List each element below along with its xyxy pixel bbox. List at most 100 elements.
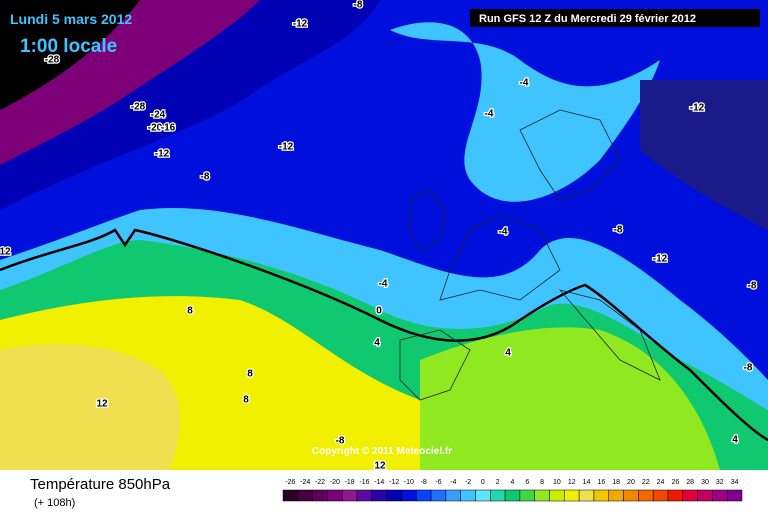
contour-label: -8 [201,172,210,183]
scale-label: -24 [300,479,310,486]
contour-label: -28 [45,55,60,66]
scale-swatch [297,489,313,502]
scale-label: 14 [583,479,591,486]
scale-swatch [341,489,358,502]
contour-label: -8 [336,436,345,447]
zero-isotherm [0,228,768,442]
contour-label: 8 [243,395,249,406]
contour-label: -4 [499,227,508,238]
scale-swatch [327,489,343,502]
footer-lead: (+ 108h) [34,497,75,509]
scale-swatch [371,489,387,502]
scale-swatch [667,489,684,502]
scale-swatch [504,489,521,502]
scale-swatch [490,489,506,502]
scale-swatch [534,489,550,502]
scale-swatch [356,489,373,502]
coastlines [399,109,661,401]
scale-label: -16 [359,479,369,486]
scale-label: 26 [671,479,679,486]
scale-label: 8 [540,479,544,486]
contour-label: 4 [374,338,380,349]
scale-label: 10 [553,479,561,486]
scale-swatch [593,489,609,502]
scale-label: -4 [450,479,456,486]
contour-label: 0 [376,306,382,317]
scale-swatch [712,489,728,502]
contour-label: 8 [187,306,193,317]
contour-label: -4 [379,279,388,290]
scale-label: 22 [642,479,650,486]
scale-label: 34 [731,479,739,486]
scale-label: 4 [511,479,515,486]
contour-label: -8 [614,225,623,236]
contour-label: -8 [354,0,363,11]
scale-swatch [312,489,328,502]
scale-label: 28 [686,479,694,486]
contour-label: -12 [279,142,294,153]
contour-label: -20 [148,123,163,134]
scale-label: 20 [627,479,635,486]
scale-swatch [445,489,461,502]
run-box [470,9,760,27]
color-scale: -26 -24 -22 -20 -18 -16 -14 -12 -10 -8 -6 -4 -2 0 2 4 6 8… [282,479,743,502]
contour-label: -8 [748,281,757,292]
zone-mild-north [390,22,660,202]
scale-swatch [726,489,743,502]
scale-label: 32 [716,479,724,486]
scale-swatch [638,489,654,502]
scale-label: 0 [481,479,485,486]
scale-swatch [652,489,669,502]
scale-swatch [549,489,565,502]
footer-title: Température 850hPa [30,476,171,493]
contour-labels: -12 -8 -28 -28 -24 -20-16 -12 -8 -12 -4 -4 -12 -4 -8 -… [0,0,758,473]
scale-swatch [416,489,432,502]
scale-label: -18 [345,479,355,486]
contour-label: 12 [0,247,11,258]
copyright: Copyright © 2011 Meteociel.fr [312,446,452,457]
contour-label: 12 [374,461,386,472]
scale-label: 16 [597,479,605,486]
zone-cold-east [640,80,768,230]
scale-label: -20 [330,479,340,486]
zone-extreme [0,0,140,110]
contour-label: -24 [151,110,166,121]
contour-label: 4 [732,435,738,446]
scale-label: 18 [612,479,620,486]
scale-swatch [430,489,447,502]
scale-label: 6 [525,479,529,486]
scale-label: -2 [465,479,471,486]
scale-swatch [460,489,476,502]
contour-label: 12 [96,399,108,410]
scale-label: 30 [701,479,709,486]
scale-label: 24 [657,479,665,486]
scale-swatch [386,489,402,502]
contour-label: -12 [690,103,705,114]
contour-label: 4 [505,348,511,359]
scale-swatch [519,489,535,502]
contour-label: -8 [744,363,753,374]
contour-label: -4 [485,109,494,120]
scale-swatch [282,489,299,502]
scale-swatch [623,489,639,502]
contour-label: -28 [131,102,146,113]
scale-label: -22 [315,479,325,486]
scale-swatch [564,489,580,502]
contour-label: -12 [653,254,668,265]
scale-swatch [475,489,491,502]
time-label: 1:00 locale [20,36,117,57]
contour-label: -16 [161,123,176,134]
scale-swatch [682,489,698,502]
scale-swatch [578,489,595,502]
scale-label: -6 [435,479,441,486]
scale-swatch [608,489,624,502]
zone-green [420,327,720,470]
scale-label: 2 [496,479,500,486]
scale-label: -8 [421,479,427,486]
contour-label: 8 [247,369,253,380]
scale-swatch [401,489,417,502]
run-label: Run GFS 12 Z du Mercredi 29 février 2012 [479,13,696,25]
scale-swatch [697,489,713,502]
contour-label: -12 [155,149,170,160]
